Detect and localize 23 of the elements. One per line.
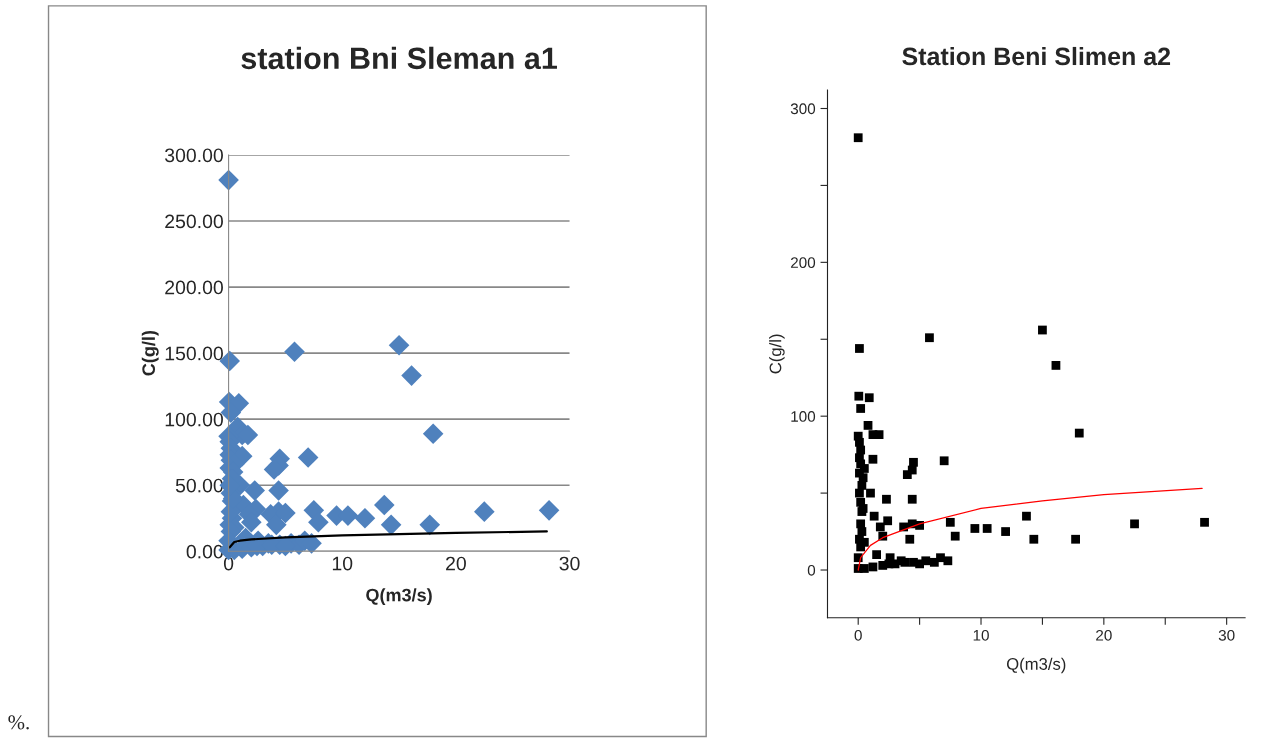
x-tick-label: 20 bbox=[1096, 629, 1112, 641]
y-tick-label: 200 bbox=[790, 257, 816, 269]
y-tick-label: 50.00 bbox=[175, 478, 223, 493]
y-axis-title: C(g/l) bbox=[769, 334, 785, 374]
y-tick-label: 100 bbox=[791, 411, 816, 422]
y-tick-label: 300 bbox=[790, 103, 816, 115]
text: %. bbox=[8, 715, 29, 730]
x-tick-label: 20 bbox=[446, 556, 466, 571]
y-tick-label: 250.00 bbox=[165, 214, 223, 229]
x-tick-label: 30 bbox=[1218, 629, 1235, 641]
x-axis-title: Q(m3/s) bbox=[1006, 657, 1066, 674]
x-axis-title: Q(m3/s) bbox=[366, 588, 432, 605]
y-axis-title: C(g/l) bbox=[141, 330, 159, 376]
x-tick-label: 10 bbox=[973, 629, 989, 641]
y-tick-label: 200.00 bbox=[165, 280, 223, 295]
chart-title: station Bni Sleman a1 bbox=[241, 46, 557, 70]
y-tick-label: 150.00 bbox=[165, 346, 223, 361]
x-tick-label: 10 bbox=[332, 556, 353, 571]
x-tick-label: 30 bbox=[559, 556, 580, 571]
x-tick-label: 0 bbox=[854, 629, 862, 641]
y-tick-label: 300.00 bbox=[165, 148, 223, 163]
y-tick-label: 100.00 bbox=[165, 412, 223, 427]
chart-title: Station Beni Slimen a2 bbox=[902, 46, 1171, 66]
